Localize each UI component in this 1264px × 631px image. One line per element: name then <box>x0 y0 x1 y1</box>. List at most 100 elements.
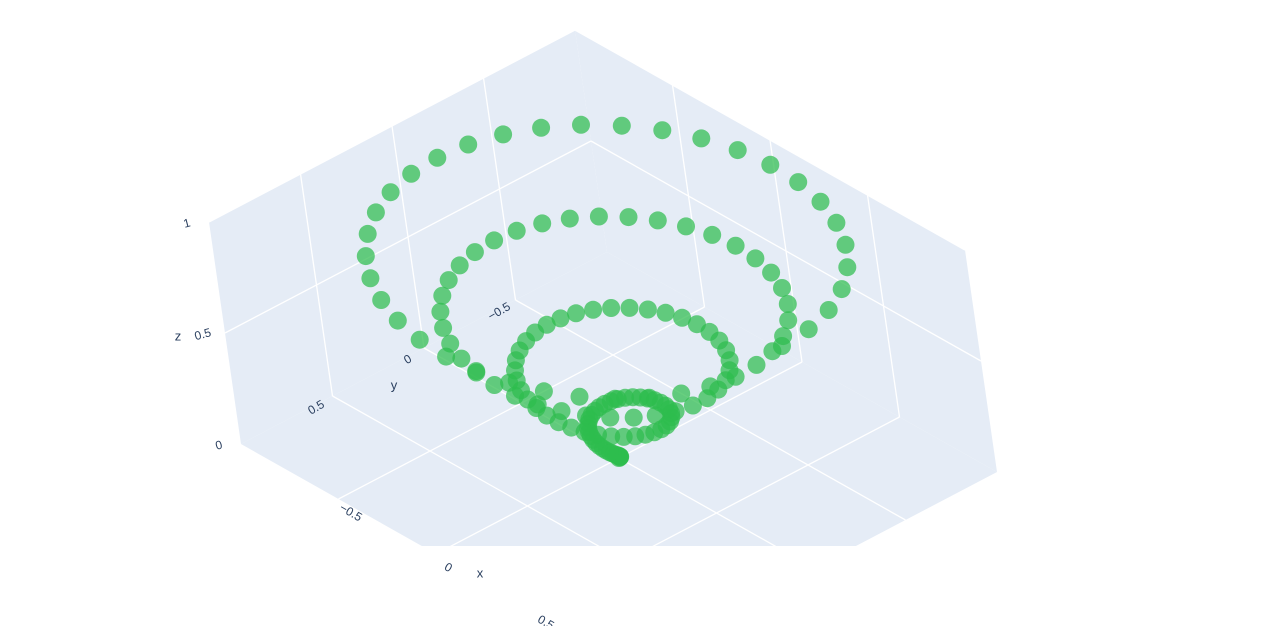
data-point[interactable] <box>381 183 400 202</box>
x-axis-title: x <box>477 565 484 580</box>
data-point[interactable] <box>819 301 838 319</box>
y-axis-title: y <box>391 377 398 392</box>
data-point[interactable] <box>726 236 745 255</box>
data-point[interactable] <box>567 304 585 323</box>
data-point[interactable] <box>728 141 747 160</box>
axis-panes <box>209 30 997 546</box>
data-point[interactable] <box>779 311 798 330</box>
data-point[interactable] <box>450 256 469 275</box>
data-point[interactable] <box>584 300 603 319</box>
x-tick-label: 0.5 <box>535 612 557 626</box>
data-point[interactable] <box>570 387 589 406</box>
data-point[interactable] <box>575 422 594 441</box>
data-point[interactable] <box>485 376 504 394</box>
data-point[interactable] <box>388 311 407 330</box>
data-point[interactable] <box>602 427 621 446</box>
data-point[interactable] <box>648 211 667 230</box>
data-point[interactable] <box>836 235 855 254</box>
data-point[interactable] <box>437 347 456 366</box>
data-point[interactable] <box>532 118 551 137</box>
data-point[interactable] <box>402 164 421 183</box>
data-point[interactable] <box>692 129 711 148</box>
grid-y-floor <box>515 299 906 521</box>
data-points[interactable] <box>356 115 857 467</box>
data-point[interactable] <box>773 279 791 297</box>
data-point[interactable] <box>646 406 665 425</box>
data-point[interactable] <box>832 280 851 299</box>
data-point[interactable] <box>372 291 391 309</box>
x-tick-label: 0 <box>442 560 455 576</box>
data-point[interactable] <box>701 377 720 396</box>
data-point[interactable] <box>602 299 621 317</box>
z-tick-label: 0 <box>214 437 224 452</box>
data-point[interactable] <box>507 221 526 240</box>
data-point[interactable] <box>673 308 692 327</box>
data-point[interactable] <box>746 249 765 268</box>
data-point[interactable] <box>533 214 552 233</box>
axis-titles: x y z <box>175 328 484 580</box>
data-point[interactable] <box>589 425 607 444</box>
data-point[interactable] <box>439 271 458 290</box>
data-point[interactable] <box>773 337 791 355</box>
data-point[interactable] <box>789 173 808 192</box>
data-point[interactable] <box>366 203 385 222</box>
data-point[interactable] <box>465 243 484 262</box>
data-point[interactable] <box>638 300 657 319</box>
data-point[interactable] <box>827 213 846 232</box>
data-point[interactable] <box>620 298 639 317</box>
data-point[interactable] <box>410 330 429 349</box>
data-point[interactable] <box>677 217 695 236</box>
data-point[interactable] <box>778 295 797 313</box>
data-point[interactable] <box>672 384 691 403</box>
data-point[interactable] <box>656 303 675 322</box>
z-tick-label: 1 <box>182 215 192 230</box>
data-point[interactable] <box>589 207 608 226</box>
data-point[interactable] <box>434 318 453 337</box>
data-point[interactable] <box>640 388 659 407</box>
data-point[interactable] <box>500 373 519 392</box>
data-point[interactable] <box>534 382 553 401</box>
data-point[interactable] <box>666 402 685 421</box>
data-point[interactable] <box>601 408 620 427</box>
data-point[interactable] <box>799 320 818 339</box>
data-point[interactable] <box>811 192 830 211</box>
data-point[interactable] <box>356 247 375 266</box>
grid-z-wall-y <box>574 29 966 251</box>
data-point[interactable] <box>747 355 766 374</box>
data-point[interactable] <box>612 116 631 135</box>
data-point[interactable] <box>577 406 595 425</box>
data-point[interactable] <box>459 135 478 154</box>
data-point[interactable] <box>560 209 579 228</box>
grid-z-wall-y <box>590 140 982 362</box>
data-point[interactable] <box>452 349 471 368</box>
data-point[interactable] <box>572 115 590 134</box>
z-tick-label: 0.5 <box>193 325 213 343</box>
data-point[interactable] <box>551 309 570 328</box>
z-axis-title: z <box>175 328 182 343</box>
data-point[interactable] <box>619 208 638 227</box>
data-point[interactable] <box>361 269 380 288</box>
grid-z-wall-x <box>224 140 592 334</box>
data-point[interactable] <box>762 263 781 282</box>
data-point[interactable] <box>605 389 624 408</box>
data-point[interactable] <box>653 121 672 140</box>
data-point[interactable] <box>726 367 745 386</box>
data-point[interactable] <box>624 408 643 427</box>
data-point[interactable] <box>467 362 486 381</box>
data-point[interactable] <box>433 286 452 305</box>
data-point[interactable] <box>683 396 702 415</box>
data-point[interactable] <box>358 224 377 243</box>
data-point[interactable] <box>838 258 857 277</box>
data-point[interactable] <box>428 148 447 167</box>
grid-z-wall-x <box>208 29 576 223</box>
data-point[interactable] <box>703 225 722 244</box>
data-point[interactable] <box>601 443 619 462</box>
data-point[interactable] <box>485 231 504 250</box>
data-point[interactable] <box>552 402 571 421</box>
grid-y-floor <box>332 395 600 546</box>
data-point[interactable] <box>494 125 513 144</box>
data-point[interactable] <box>431 302 450 321</box>
data-point[interactable] <box>761 155 780 174</box>
